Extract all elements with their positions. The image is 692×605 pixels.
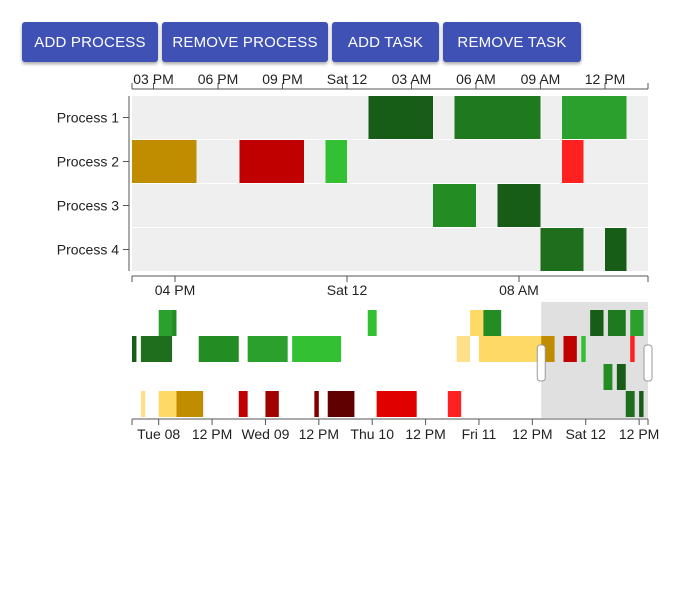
overview-tick-label: 12 PM bbox=[299, 426, 339, 442]
process-label: Process 2 bbox=[57, 154, 119, 170]
brush-handle-right[interactable] bbox=[643, 344, 653, 382]
remove-task-button[interactable]: REMOVE TASK bbox=[443, 22, 581, 62]
overview-task-bar bbox=[367, 310, 377, 336]
top-axis-tick-label: 09 PM bbox=[262, 71, 302, 87]
overview-task-bar bbox=[140, 391, 146, 417]
overview-task-bar bbox=[581, 336, 586, 362]
brush-handle-left[interactable] bbox=[536, 344, 546, 382]
top-axis-tick-label: 09 AM bbox=[521, 71, 561, 87]
task-bar[interactable] bbox=[454, 96, 541, 139]
overview-tick-label: 12 PM bbox=[192, 426, 232, 442]
overview-task-bar bbox=[158, 310, 173, 336]
task-bar[interactable] bbox=[562, 140, 584, 183]
top-axis-tick-label: Sat 12 bbox=[327, 71, 368, 87]
process-label: Process 3 bbox=[57, 198, 119, 214]
overview-task-bar bbox=[198, 336, 239, 362]
overview-tick-label: Wed 09 bbox=[241, 426, 289, 442]
top-axis-tick-label: 03 AM bbox=[392, 71, 432, 87]
overview-task-bar bbox=[447, 391, 462, 417]
top-axis-tick-label: 03 PM bbox=[133, 71, 173, 87]
top-axis-tick-label: 12 PM bbox=[585, 71, 625, 87]
overview-tick-label: Thu 10 bbox=[350, 426, 394, 442]
task-bar[interactable] bbox=[605, 228, 627, 271]
overview-tick-label: Tue 08 bbox=[137, 426, 180, 442]
task-bar[interactable] bbox=[433, 184, 476, 227]
add-process-button[interactable]: ADD PROCESS bbox=[22, 22, 158, 62]
overview-task-bar bbox=[172, 310, 177, 336]
overview-task-bar bbox=[376, 391, 417, 417]
bottom-axis-tick-label: 04 PM bbox=[155, 282, 195, 298]
task-bar[interactable] bbox=[325, 140, 348, 183]
bottom-axis-tick-label: Sat 12 bbox=[327, 282, 368, 298]
overview-task-bar bbox=[590, 310, 604, 336]
overview-task-bar bbox=[483, 310, 502, 336]
remove-process-button[interactable]: REMOVE PROCESS bbox=[162, 22, 328, 62]
overview-task-bar bbox=[327, 391, 355, 417]
task-bar[interactable] bbox=[562, 96, 627, 139]
process-label: Process 1 bbox=[57, 110, 119, 126]
overview-task-bar bbox=[563, 336, 577, 362]
overview-task-bar bbox=[607, 310, 626, 336]
overview-tick-label: 12 PM bbox=[405, 426, 445, 442]
overview-task-bar bbox=[238, 391, 248, 417]
overview-task-bar bbox=[478, 336, 542, 362]
overview-task-bar bbox=[616, 364, 626, 390]
task-bar[interactable] bbox=[540, 228, 584, 271]
overview-task-bar bbox=[456, 336, 471, 362]
bottom-axis-tick-label: 08 AM bbox=[499, 282, 539, 298]
overview-task-bar bbox=[603, 364, 613, 390]
overview-task-bar bbox=[630, 336, 635, 362]
top-axis-tick-label: 06 AM bbox=[456, 71, 496, 87]
task-bar[interactable] bbox=[497, 184, 541, 227]
overview-task-bar bbox=[176, 391, 204, 417]
task-bar[interactable] bbox=[239, 140, 305, 183]
overview-task-bar bbox=[292, 336, 342, 362]
overview-task-bar bbox=[158, 391, 177, 417]
top-axis-tick-label: 06 PM bbox=[198, 71, 238, 87]
overview-tick-label: Sat 12 bbox=[565, 426, 606, 442]
main-timeline: 03 PM 06 PM 09 PM Sat 12 03 AM 06 AM 09 AM 12 P… bbox=[57, 71, 649, 298]
process-label: Process 4 bbox=[57, 242, 119, 258]
overview-tick-label: 12 PM bbox=[512, 426, 552, 442]
process-row-background bbox=[132, 184, 648, 227]
overview-task-bar bbox=[265, 391, 279, 417]
overview-tick-label: 12 PM bbox=[619, 426, 659, 442]
task-bar[interactable] bbox=[132, 140, 197, 183]
overview-timeline: Tue 08 12 PM Wed 09 12 PM Thu 10 12 PM Fri 11 1… bbox=[131, 302, 659, 442]
overview-tick-label: Fri 11 bbox=[462, 426, 497, 442]
add-task-button[interactable]: ADD TASK bbox=[332, 22, 439, 62]
overview-task-bar bbox=[132, 336, 137, 362]
overview-task-bar bbox=[470, 310, 484, 336]
overview-task-bar bbox=[630, 310, 644, 336]
task-bar[interactable] bbox=[368, 96, 434, 139]
overview-task-bar bbox=[140, 336, 173, 362]
overview-task-bar bbox=[639, 391, 644, 417]
overview-task-bar bbox=[314, 391, 319, 417]
overview-task-bar bbox=[625, 391, 635, 417]
overview-task-bar bbox=[247, 336, 288, 362]
